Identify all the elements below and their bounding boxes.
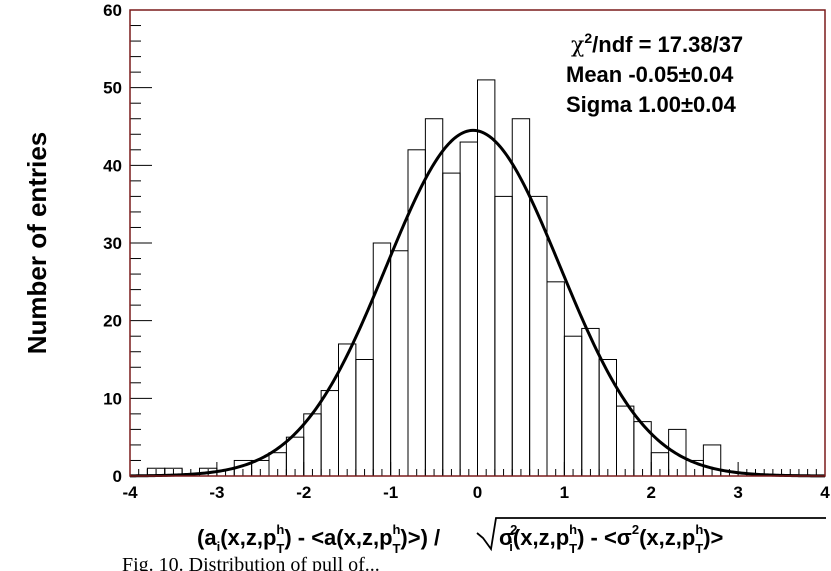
y-axis-label: Number of entries xyxy=(22,132,52,355)
fit-sigma-label: Sigma 1.00±0.04 xyxy=(566,92,737,117)
chi2-ndf-value: 17.38/37 xyxy=(658,32,744,57)
y-tick-label: 60 xyxy=(103,1,122,20)
histogram-bar xyxy=(390,250,409,477)
x-tick-label: 2 xyxy=(647,483,656,502)
svg-text:σ2i(x,z,phT) - <σ2(x,z,phT)>: σ2 i(x,z,ph T) - <σ2(x,z,ph T)> xyxy=(499,522,723,556)
x-tick-label: -1 xyxy=(383,483,398,502)
y-tick-label: 40 xyxy=(103,156,122,175)
x-tick-label: 0 xyxy=(473,483,482,502)
histogram-bar xyxy=(529,195,548,477)
x-tick-label: 4 xyxy=(820,483,830,502)
x-tick-label: -4 xyxy=(122,483,138,502)
gaussian-fit-curve xyxy=(129,128,826,478)
histogram-bar xyxy=(355,359,374,477)
y-axis-ticks: 0 10 20 30 40 50 60 xyxy=(103,1,152,486)
histogram-bar xyxy=(442,172,461,477)
x-tick-label: 3 xyxy=(733,483,742,502)
x-tick-label: 1 xyxy=(560,483,569,502)
y-tick-label: 30 xyxy=(103,234,122,253)
histogram-bar xyxy=(598,359,617,477)
histogram-bar xyxy=(546,281,565,477)
histogram-bar xyxy=(338,343,357,477)
svg-text:(ai(x,z,phT) - <a(x,z,phT)>) /: (ai(x,z,ph T) - <a(x,z,ph T)>) / xyxy=(197,522,440,556)
x-tick-label: -2 xyxy=(296,483,311,502)
fit-mean-label: Mean -0.05±0.04 xyxy=(566,62,734,87)
histogram-bar xyxy=(511,118,531,477)
figure-caption: Fig. 10. Distribution of pull of... xyxy=(122,554,380,571)
x-axis-label: (ai(x,z,ph T) - <a(x,z,ph T)>) / σ2 i(x,z,p… xyxy=(197,517,826,556)
y-tick-label: 10 xyxy=(103,389,122,408)
histogram-bar xyxy=(563,335,583,477)
plot-frame xyxy=(129,9,826,477)
chi2-ndf-label: χ2/ndf = 17.38/37 xyxy=(571,30,743,58)
y-tick-label: 0 xyxy=(113,467,122,486)
histogram-bar xyxy=(616,405,635,477)
histogram-bar xyxy=(494,195,513,477)
x-tick-label: -3 xyxy=(209,483,224,502)
y-tick-label: 50 xyxy=(103,79,122,98)
x-axis-ticks: -4 -3 -2 -1 0 1 2 3 4 xyxy=(122,462,830,502)
histogram-bar xyxy=(459,141,478,477)
histogram-bar xyxy=(320,390,339,477)
y-tick-label: 20 xyxy=(103,312,122,331)
